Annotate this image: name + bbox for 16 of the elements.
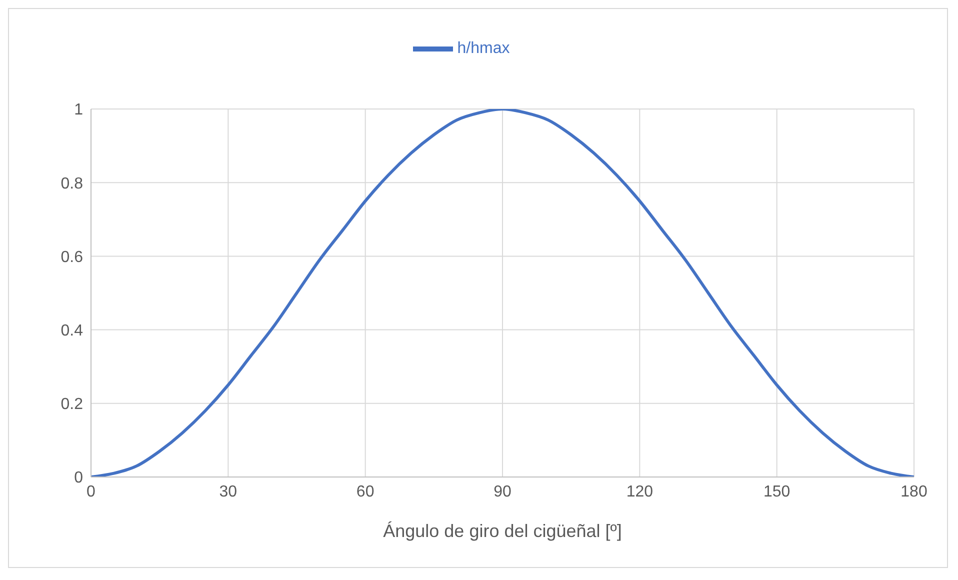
legend-label: h/hmax [457, 40, 510, 58]
x-tick-label: 0 [86, 483, 96, 500]
x-tick-label: 150 [763, 483, 790, 500]
y-tick-label: 0.2 [60, 396, 84, 414]
x-tick-label: 30 [219, 483, 238, 500]
y-tick-label: 0.6 [60, 248, 84, 266]
y-tick-label: 0.4 [60, 322, 84, 340]
x-axis-title: Ángulo de giro del cigüeñal [º] [383, 521, 622, 541]
x-tick-label: 60 [356, 483, 374, 500]
x-tick-label: 180 [900, 483, 928, 500]
x-tick-label: 120 [626, 483, 654, 500]
y-tick-label: 0.8 [60, 175, 84, 192]
y-tick-label: 0 [74, 470, 84, 487]
x-tick-label: 90 [494, 483, 512, 500]
line-series [91, 109, 914, 477]
y-tick-label: 1 [74, 102, 84, 119]
